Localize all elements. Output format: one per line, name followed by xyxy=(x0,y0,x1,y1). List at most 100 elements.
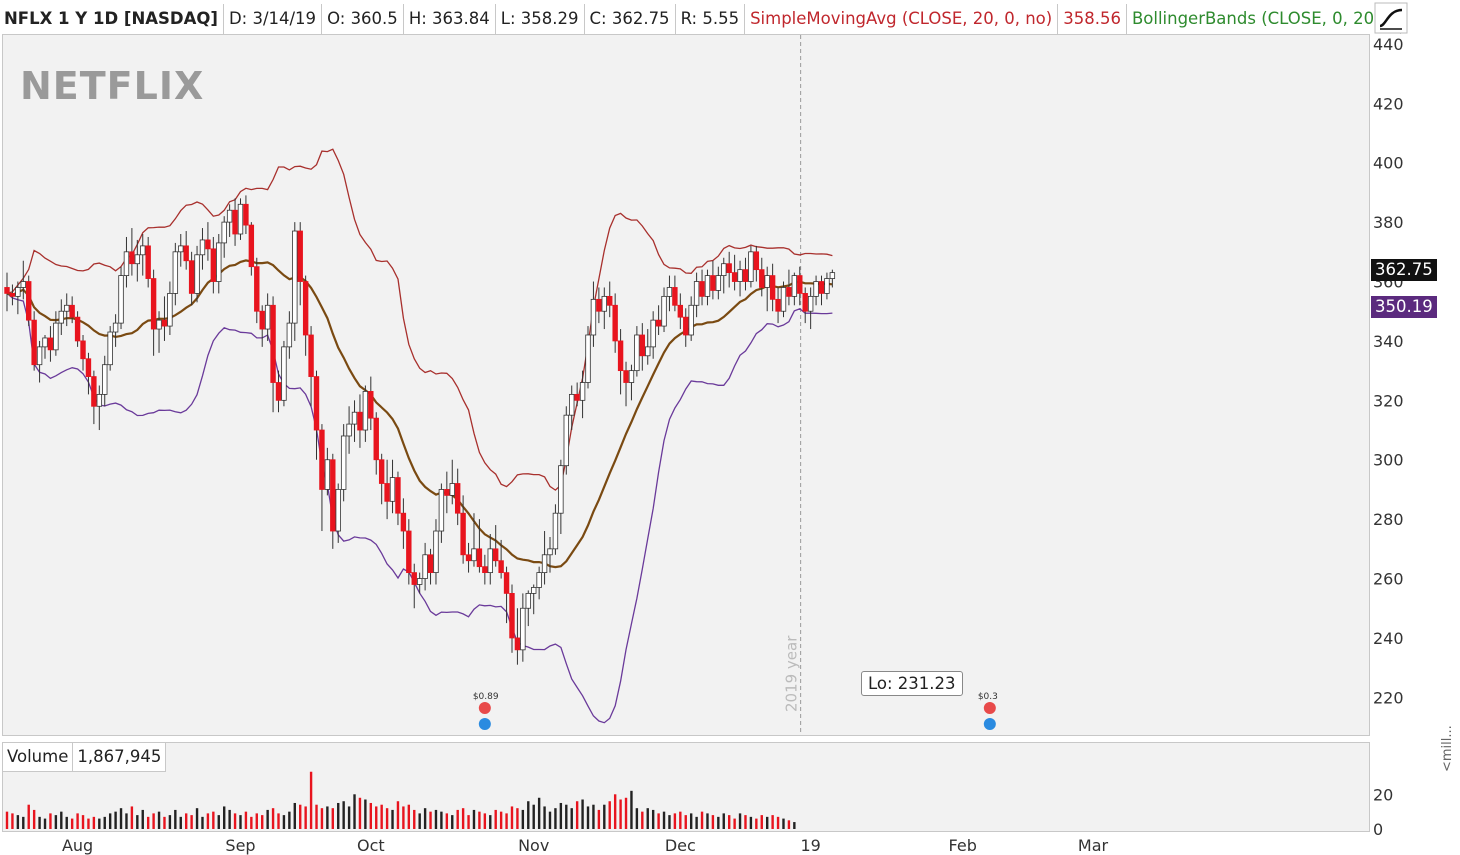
volume-bar xyxy=(494,809,497,829)
earnings-icon xyxy=(983,718,996,730)
volume-bar xyxy=(744,815,747,829)
candle-body xyxy=(558,465,564,514)
volume-bar xyxy=(32,809,36,829)
candle-body xyxy=(666,287,673,297)
volume-bar xyxy=(141,809,144,829)
volume-bar xyxy=(766,816,769,829)
candle-body xyxy=(492,548,499,562)
candle-body xyxy=(802,293,808,312)
volume-bar xyxy=(380,804,383,829)
volume-bar xyxy=(776,816,780,829)
candle-body xyxy=(764,275,770,288)
candle-body xyxy=(824,278,830,294)
candle-body xyxy=(634,334,640,372)
candle-body xyxy=(585,334,591,383)
volume-bar xyxy=(684,815,687,829)
volume-bar xyxy=(559,802,563,829)
candle-body xyxy=(596,298,602,312)
candle-body xyxy=(259,310,265,330)
volume-bar xyxy=(331,808,334,829)
candle-body xyxy=(503,572,510,594)
candle-body xyxy=(514,637,521,651)
volume-bar xyxy=(184,813,188,829)
volume-bar xyxy=(483,813,487,829)
candle-body xyxy=(20,281,26,288)
candle-body xyxy=(579,382,586,401)
candle-body xyxy=(351,411,358,425)
volume-bar xyxy=(733,818,736,829)
candle-body xyxy=(476,548,483,568)
candle-body xyxy=(270,304,276,383)
symbol-label[interactable]: NFLX 1 Y 1D [NASDAQ] xyxy=(0,4,224,34)
y-tick-label: 300 xyxy=(1373,451,1404,470)
volume-bar xyxy=(255,813,258,829)
date-label: D: 3/14/19 xyxy=(224,4,323,34)
candle-body xyxy=(780,287,787,312)
candle-body xyxy=(199,239,206,256)
volume-bar xyxy=(385,808,389,829)
candle-body xyxy=(498,560,504,574)
candle-body xyxy=(791,275,798,297)
volume-bar xyxy=(749,816,753,829)
candle-body xyxy=(677,304,684,318)
chart-style-icon[interactable] xyxy=(1374,2,1408,34)
volume-bar xyxy=(282,815,286,829)
candle-body xyxy=(688,304,694,336)
volume-bar xyxy=(119,808,123,829)
candle-body xyxy=(552,512,559,550)
volume-bar xyxy=(288,811,291,829)
volume-bar xyxy=(353,794,356,829)
volume-bar xyxy=(16,815,20,829)
candle-body xyxy=(167,293,173,327)
candle-body xyxy=(775,298,781,312)
volume-bar xyxy=(206,813,210,829)
volume-bar xyxy=(456,809,459,829)
year-marker-label: 2019 year xyxy=(783,635,801,712)
volume-bar xyxy=(706,813,709,829)
candle-body xyxy=(357,411,363,431)
volume-bar xyxy=(43,818,47,829)
volume-unit-label: <mill... xyxy=(1440,725,1455,772)
volume-tick-label: 0 xyxy=(1373,820,1383,839)
volume-bar xyxy=(228,809,231,829)
y-tick-label: 260 xyxy=(1373,570,1404,589)
volume-bar xyxy=(364,799,367,829)
volume-bar xyxy=(771,815,774,829)
candle-body xyxy=(433,530,439,574)
price-chart-panel[interactable] xyxy=(2,34,1370,736)
volume-bar xyxy=(369,802,373,829)
volume-bar xyxy=(304,806,307,829)
volume-bar xyxy=(711,815,715,829)
volume-bar xyxy=(125,813,128,829)
volume-bar xyxy=(760,815,763,829)
volume-bar xyxy=(565,804,568,829)
volume-bar xyxy=(217,815,220,829)
volume-bar xyxy=(695,816,698,829)
sma-study-label[interactable]: SimpleMovingAvg (CLOSE, 20, 0, no) xyxy=(745,4,1059,34)
candle-body xyxy=(661,295,667,327)
candle-body xyxy=(194,254,200,294)
candle-body xyxy=(243,203,249,226)
candle-body xyxy=(254,266,260,312)
volume-bar xyxy=(651,809,655,829)
volume-bar xyxy=(239,815,242,829)
volume-bar xyxy=(195,808,199,829)
x-tick-label: Aug xyxy=(62,836,93,855)
candle-body xyxy=(248,224,255,268)
volume-bar xyxy=(163,816,166,829)
volume-bar xyxy=(76,813,79,829)
candle-body xyxy=(541,554,548,574)
candle-body xyxy=(58,310,64,324)
volume-bar xyxy=(641,811,644,829)
volume-bar xyxy=(445,813,449,829)
candle-body xyxy=(286,322,293,348)
candle-body xyxy=(612,304,618,342)
volume-bar xyxy=(646,808,649,829)
volume-bar xyxy=(787,820,791,829)
volume-bar xyxy=(461,808,465,829)
volume-tick-label: 20 xyxy=(1373,785,1393,804)
candle-body xyxy=(639,334,646,357)
volume-bar xyxy=(554,808,557,829)
